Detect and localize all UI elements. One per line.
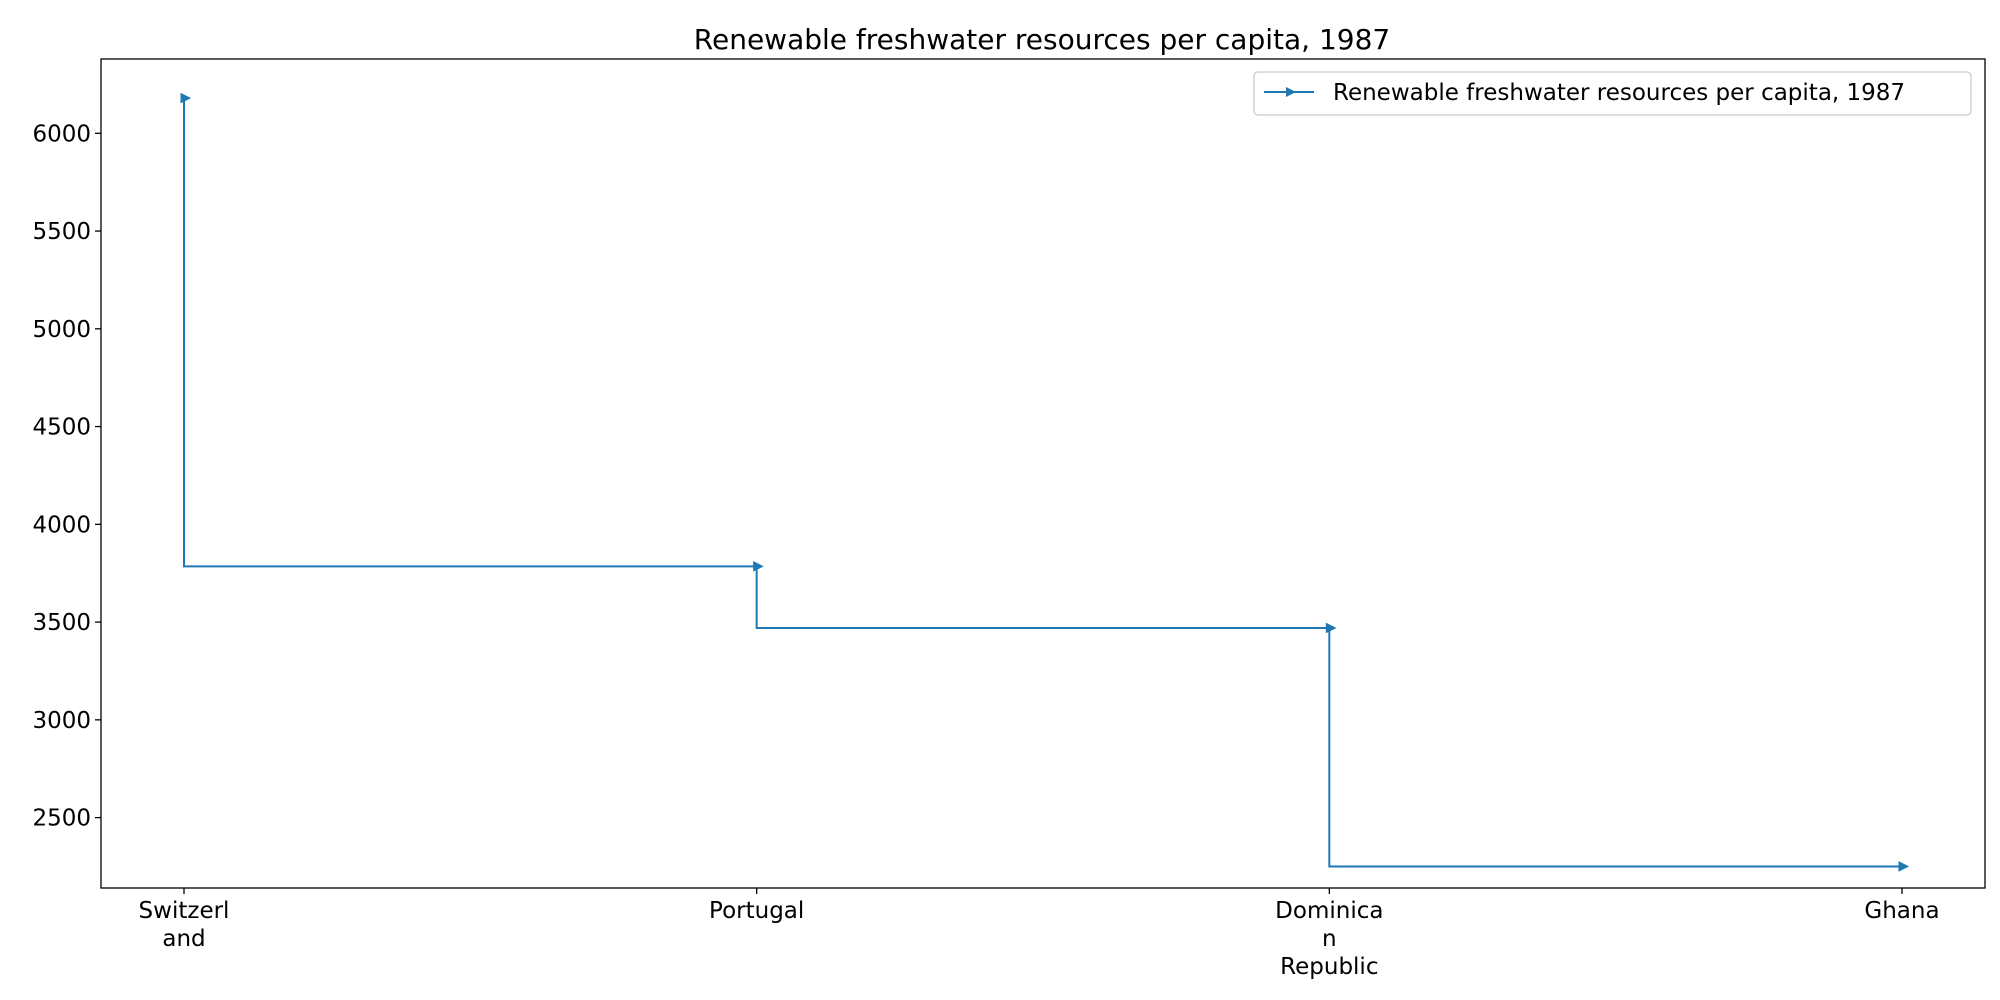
series-line — [184, 98, 1902, 866]
data-point — [1326, 623, 1335, 632]
legend: Renewable freshwater resources per capit… — [1254, 72, 1971, 115]
x-tick-label: Portugal — [709, 898, 804, 924]
y-tick-label: 2500 — [32, 806, 91, 832]
y-tick-label: 4000 — [32, 512, 91, 538]
y-tick-label: 3000 — [32, 708, 91, 734]
y-tick-label: 6000 — [32, 121, 91, 147]
x-tick-label: Ghana — [1864, 898, 1939, 924]
data-point — [754, 562, 763, 571]
y-tick-label: 3500 — [32, 610, 91, 636]
plot-area — [181, 94, 1908, 871]
legend-label: Renewable freshwater resources per capit… — [1333, 80, 1905, 106]
plot-frame — [101, 59, 1985, 888]
x-tick-label: Dominica — [1275, 898, 1383, 924]
x-tick-label: and — [162, 926, 205, 952]
x-tick-label: n — [1322, 926, 1337, 952]
y-tick-label: 5500 — [32, 219, 91, 245]
data-point — [1899, 862, 1908, 871]
chart-title: Renewable freshwater resources per capit… — [694, 23, 1390, 56]
y-tick-label: 5000 — [32, 317, 91, 343]
x-tick-label: Switzerl — [139, 898, 230, 924]
y-tick-label: 4500 — [32, 415, 91, 441]
data-point — [181, 94, 190, 103]
x-tick-label: Republic — [1280, 954, 1378, 980]
y-axis: 2500 3000 3500 4000 4500 5000 5500 6000 — [32, 121, 101, 831]
